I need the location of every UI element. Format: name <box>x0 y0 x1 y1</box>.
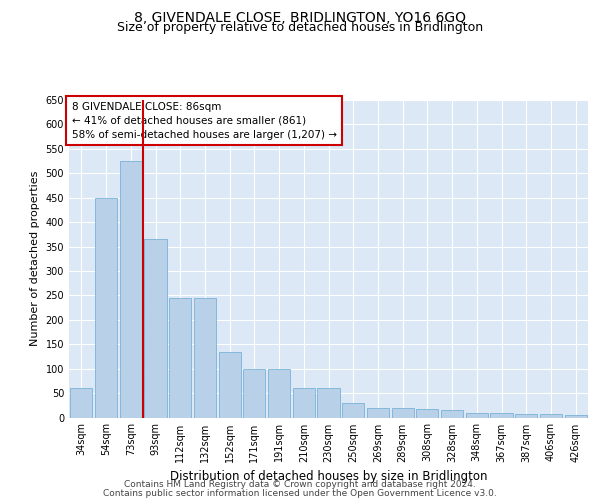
Bar <box>540 414 562 418</box>
Bar <box>466 412 488 418</box>
Y-axis label: Number of detached properties: Number of detached properties <box>30 171 40 346</box>
Text: Size of property relative to detached houses in Bridlington: Size of property relative to detached ho… <box>117 21 483 34</box>
Bar <box>342 403 364 417</box>
Bar <box>490 412 512 418</box>
Bar <box>169 298 191 418</box>
Text: 8, GIVENDALE CLOSE, BRIDLINGTON, YO16 6GQ: 8, GIVENDALE CLOSE, BRIDLINGTON, YO16 6G… <box>134 11 466 25</box>
Bar <box>70 388 92 418</box>
Bar <box>119 161 142 417</box>
Bar <box>293 388 315 418</box>
X-axis label: Distribution of detached houses by size in Bridlington: Distribution of detached houses by size … <box>170 470 487 483</box>
Bar <box>515 414 538 418</box>
Bar <box>95 198 117 418</box>
Text: 8 GIVENDALE CLOSE: 86sqm
← 41% of detached houses are smaller (861)
58% of semi-: 8 GIVENDALE CLOSE: 86sqm ← 41% of detach… <box>71 102 337 140</box>
Text: Contains public sector information licensed under the Open Government Licence v3: Contains public sector information licen… <box>103 488 497 498</box>
Bar <box>145 239 167 418</box>
Text: Contains HM Land Registry data © Crown copyright and database right 2024.: Contains HM Land Registry data © Crown c… <box>124 480 476 489</box>
Bar <box>243 368 265 418</box>
Bar <box>194 298 216 418</box>
Bar <box>367 408 389 418</box>
Bar <box>565 415 587 418</box>
Bar <box>317 388 340 418</box>
Bar <box>218 352 241 418</box>
Bar <box>268 368 290 418</box>
Bar <box>441 410 463 418</box>
Bar <box>416 408 439 418</box>
Bar <box>392 408 414 418</box>
